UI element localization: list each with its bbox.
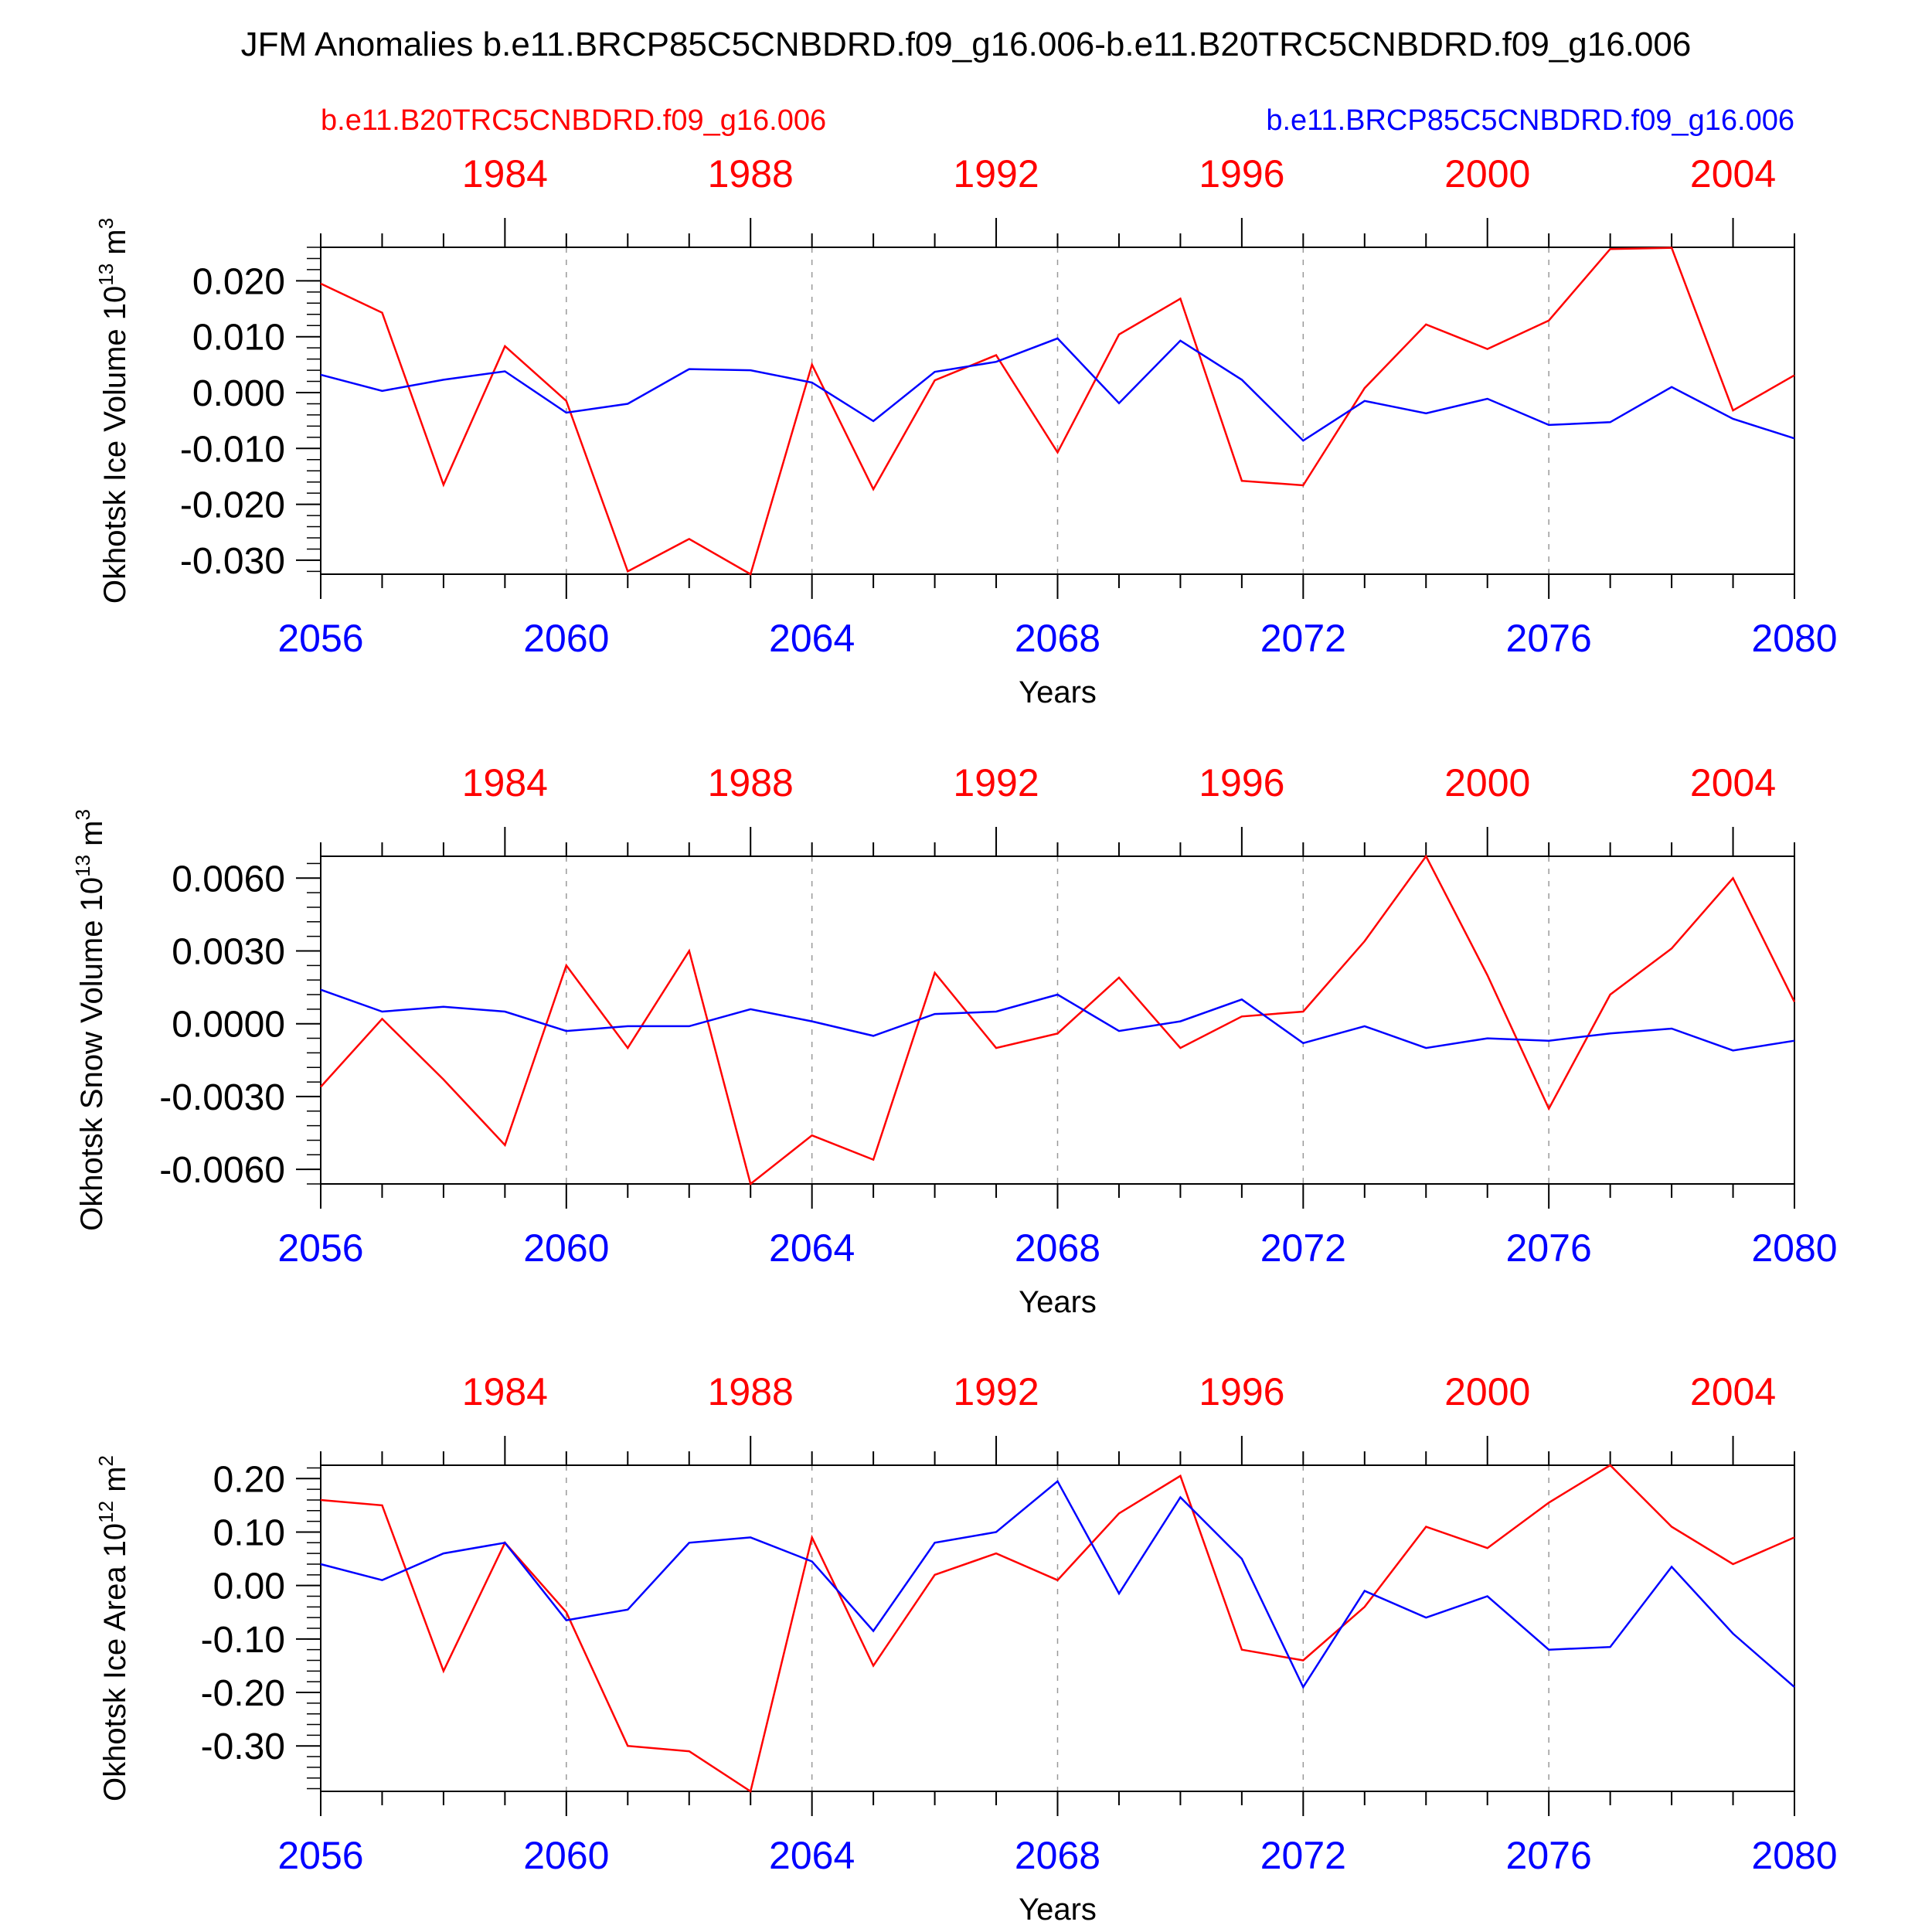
panel-ice-area: 2056 2060 2064 2068 2072 2076 2080 Years 1984 198… [94, 1370, 1838, 1927]
y-tick-label: 0.00 [213, 1566, 285, 1607]
y-tick-label: -0.030 [180, 541, 285, 582]
x-tick-label-2064: 2064 [769, 1834, 855, 1877]
legend-label-rcp85: b.e11.BRCP85C5CNBDRD.f09_g16.006 [1266, 104, 1794, 137]
y-tick-label: 0.10 [213, 1512, 285, 1553]
x-tick-label-2068: 2068 [1015, 1226, 1100, 1270]
y-tick-label: -0.020 [180, 485, 285, 526]
y-tick-label: -0.20 [201, 1673, 285, 1714]
x-tick-label-2080: 2080 [1751, 617, 1837, 660]
y-tick-label: 0.000 [192, 373, 285, 414]
x-tick-label-2064: 2064 [769, 617, 855, 660]
x-tick-label-2072: 2072 [1260, 1226, 1346, 1270]
y-tick-label: 0.020 [192, 261, 285, 302]
top-tick-label-1996: 1996 [1199, 152, 1284, 196]
top-tick-label-1996: 1996 [1199, 761, 1284, 804]
y-tick-label: -0.10 [201, 1620, 285, 1661]
top-tick-label-1988: 1988 [708, 761, 794, 804]
x-tick-label-2080: 2080 [1751, 1226, 1837, 1270]
y-tick-label: 0.20 [213, 1459, 285, 1500]
x-tick-label-2072: 2072 [1260, 1834, 1346, 1877]
top-tick-label-1988: 1988 [708, 152, 794, 196]
x-tick-label-2068: 2068 [1015, 1834, 1100, 1877]
y-axis-label: Okhotsk Ice Area 1012 m2 [94, 1455, 132, 1801]
y-tick-label: -0.0030 [159, 1077, 285, 1118]
x-axis-label: Years [1019, 1285, 1097, 1319]
panel-snow-volume: 2056 2060 2064 2068 2072 2076 2080 Years 1984 198… [71, 761, 1838, 1319]
y-tick-label: -0.010 [180, 429, 285, 470]
legend-label-historical: b.e11.B20TRC5CNBDRD.f09_g16.006 [321, 104, 826, 137]
top-tick-label-1992: 1992 [953, 152, 1039, 196]
top-tick-label-2000: 2000 [1444, 761, 1530, 804]
x-tick-label-2060: 2060 [523, 617, 609, 660]
x-tick-label-2056: 2056 [277, 1226, 363, 1270]
y-tick-label: 0.0000 [172, 1005, 285, 1046]
x-tick-label-2080: 2080 [1751, 1834, 1837, 1877]
y-tick-label: -0.0060 [159, 1150, 285, 1191]
series-line-historical [320, 247, 1795, 576]
y-tick-label: 0.0060 [172, 859, 285, 900]
x-tick-label-2076: 2076 [1506, 1834, 1592, 1877]
series-line-rcp85 [320, 988, 1795, 1052]
x-tick-label-2072: 2072 [1260, 617, 1346, 660]
y-axis-label: Okhotsk Snow Volume 1013 m3 [71, 809, 109, 1231]
x-tick-label-2056: 2056 [277, 1834, 363, 1877]
x-tick-label-2060: 2060 [523, 1226, 609, 1270]
series-line-historical [320, 854, 1796, 1186]
panel-ice-volume: 2056 2060 2064 2068 2072 2076 2080 Years 1984 198… [94, 152, 1838, 709]
top-tick-label-2000: 2000 [1444, 152, 1530, 196]
x-tick-label-2068: 2068 [1015, 617, 1100, 660]
top-tick-label-1992: 1992 [953, 761, 1039, 804]
y-tick-label: 0.0030 [172, 931, 285, 972]
top-tick-label-2004: 2004 [1690, 761, 1776, 804]
top-tick-label-2000: 2000 [1444, 1370, 1530, 1413]
series-line-rcp85 [320, 1479, 1795, 1689]
top-tick-label-1984: 1984 [462, 152, 548, 196]
top-tick-label-1996: 1996 [1199, 1370, 1284, 1413]
top-tick-label-1992: 1992 [953, 1370, 1039, 1413]
series-line-historical [320, 1464, 1795, 1794]
figure-title: JFM Anomalies b.e11.BRCP85C5CNBDRD.f09_g… [241, 26, 1692, 63]
x-axis-label: Years [1019, 675, 1097, 709]
x-tick-label-2064: 2064 [769, 1226, 855, 1270]
x-axis-label: Years [1019, 1893, 1097, 1927]
x-tick-label-2060: 2060 [523, 1834, 609, 1877]
x-tick-label-2076: 2076 [1506, 617, 1592, 660]
x-tick-label-2076: 2076 [1506, 1226, 1592, 1270]
y-tick-label: -0.30 [201, 1726, 285, 1767]
top-tick-label-1984: 1984 [462, 1370, 548, 1413]
y-axis-label: Okhotsk Ice Volume 1013 m3 [94, 218, 132, 604]
series-line-rcp85 [320, 337, 1795, 442]
top-tick-label-2004: 2004 [1690, 152, 1776, 196]
top-tick-label-2004: 2004 [1690, 1370, 1776, 1413]
top-tick-label-1988: 1988 [708, 1370, 794, 1413]
top-tick-label-1984: 1984 [462, 761, 548, 804]
y-tick-label: 0.010 [192, 318, 285, 359]
x-tick-label-2056: 2056 [277, 617, 363, 660]
